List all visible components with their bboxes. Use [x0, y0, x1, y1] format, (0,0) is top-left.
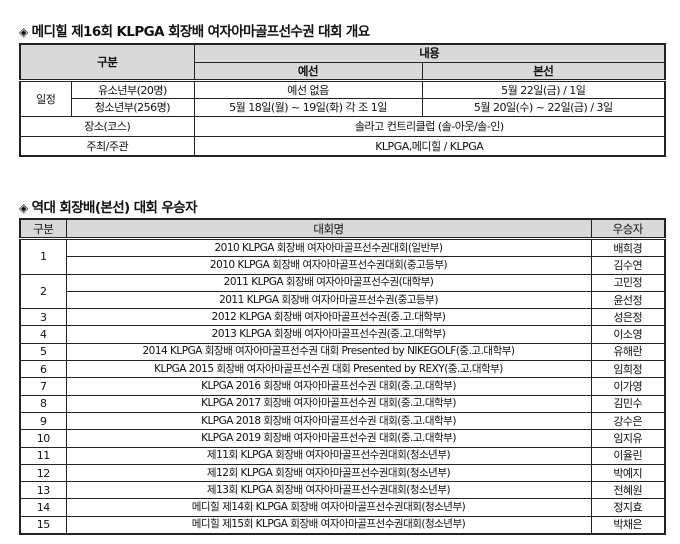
row-number: 1	[19, 238, 67, 275]
prelim-value: 5월 18일(월) ~ 19일(화) 각 조 1일	[193, 97, 423, 117]
row-number: 12	[19, 463, 67, 483]
winner-name: 김민수	[590, 394, 666, 413]
table-row: 2011 KLPGA 회장배 여자아마골프선수권(중고등부) 윤선정	[20, 290, 666, 310]
header-prelim: 예선	[193, 61, 423, 82]
row-number: 15	[19, 515, 67, 535]
division-label: 유소년부(20명)	[70, 79, 195, 99]
row-number: 2	[19, 273, 67, 310]
tournament-name: 메디힐 제15회 KLPGA 회장배 여자아마골프선수권대회(청소년부)	[65, 515, 592, 535]
header-winner: 우승자	[590, 218, 666, 240]
tournament-name: KLPGA 2019 회장배 여자아마골프선수권 대회(중.고.대학부)	[65, 429, 592, 448]
winner-name: 성은정	[590, 308, 666, 327]
winner-name: 박채은	[590, 515, 666, 535]
table-row: 1 2010 KLPGA 회장배 여자아마골프선수권대회(일반부) 배희경	[19, 237, 666, 275]
diamond-icon: ◈	[19, 201, 28, 215]
header-final: 본선	[421, 61, 666, 82]
row-number: 11	[19, 446, 67, 465]
overview-title: ◈ 메디힐 제16회 KLPGA 회장배 여자아마골프선수권 대회 개요	[19, 24, 370, 40]
row-number: 13	[19, 481, 67, 500]
tournament-name: 2012 KLPGA 회장배 여자아마골프선수권(중.고.대학부)	[65, 308, 592, 327]
final-value: 5월 20일(수) ~ 22일(금) / 3일	[421, 97, 666, 117]
table-row: 14 메디힐 제14회 KLPGA 회장배 여자아마골프선수권대회(청소년부) 정지…	[19, 498, 666, 517]
row-number: 6	[19, 360, 67, 379]
table-row: 12 제12회 KLPGA 회장배 여자아마골프선수권대회(청소년부) 박예지	[19, 463, 666, 483]
header-content: 내용	[193, 43, 666, 63]
row-number: 4	[19, 325, 67, 344]
tournament-name: 제11회 KLPGA 회장배 여자아마골프선수권대회(청소년부)	[65, 446, 592, 465]
winner-name: 박예지	[590, 463, 666, 483]
winner-name: 배희경	[590, 237, 666, 258]
host-label: 주최/주관	[19, 135, 195, 157]
prelim-value: 예선 없음	[193, 79, 423, 99]
row-number: 8	[19, 394, 67, 413]
table-row: 8 KLPGA 2017 회장배 여자아마골프선수권 대회(중.고.대학부) 김민수	[19, 394, 666, 413]
tournament-name: 메디힐 제14회 KLPGA 회장배 여자아마골프선수권대회(청소년부)	[65, 498, 592, 517]
host-value: KLPGA,메디힐 / KLPGA	[193, 135, 666, 157]
tournament-name: 제13회 KLPGA 회장배 여자아마골프선수권대회(청소년부)	[65, 481, 592, 500]
tournament-name: 2013 KLPGA 회장배 여자아마골프선수권(중.고.대학부)	[65, 325, 592, 344]
tournament-name: 2011 KLPGA 회장배 여자아마골프선수권(중고등부)	[65, 290, 592, 310]
winner-name: 정지효	[590, 498, 666, 517]
winners-table: 구분 대회명 우승자 1 2010 KLPGA 회장배 여자아마골프선수권대회(일…	[19, 218, 666, 536]
row-number: 10	[19, 429, 67, 448]
venue-label: 장소(코스)	[19, 115, 195, 137]
tournament-name: 2010 KLPGA 회장배 여자아마골프선수권대회(일반부)	[65, 237, 592, 258]
winner-name: 전혜원	[590, 481, 666, 500]
table-row: 7 KLPGA 2016 회장배 여자아마골프선수권 대회(중.고.대학부) 이가영	[19, 377, 666, 396]
table-row: 3 2012 KLPGA 회장배 여자아마골프선수권(중.고.대학부) 성은정	[19, 308, 666, 327]
tournament-name: KLPGA 2017 회장배 여자아마골프선수권 대회(중.고.대학부)	[65, 394, 592, 413]
table-row: 5 2014 KLPGA 회장배 여자아마골프선수권 대회 Presented b…	[19, 342, 666, 362]
winner-name: 김수연	[590, 256, 666, 275]
winners-title: ◈ 역대 회장배(본선) 대회 우승자	[19, 200, 198, 216]
table-row: 9 KLPGA 2018 회장배 여자아마골프선수권 대회(중.고.대학부) 강수은	[19, 411, 666, 431]
row-number: 7	[19, 377, 67, 396]
winner-name: 이소영	[590, 325, 666, 344]
table-row: 10 KLPGA 2019 회장배 여자아마골프선수권 대회(중.고.대학부) 임지…	[19, 429, 666, 448]
venue-value: 솔라고 컨트리클럽 (솔-아웃/솔-인)	[193, 115, 666, 137]
winner-name: 고민정	[590, 273, 666, 292]
winner-name: 유해란	[590, 342, 666, 362]
tournament-name: KLPGA 2016 회장배 여자아마골프선수권 대회(중.고.대학부)	[65, 377, 592, 396]
schedule-label: 일정	[19, 79, 72, 117]
header-name: 대회명	[65, 218, 592, 240]
tournament-name: KLPGA 2018 회장배 여자아마골프선수권 대회(중.고.대학부)	[65, 411, 592, 431]
winner-name: 윤선정	[590, 290, 666, 310]
tournament-name: 2010 KLPGA 회장배 여자아마골프선수권대회(중고등부)	[65, 256, 592, 275]
winner-name: 임지유	[590, 429, 666, 448]
diamond-icon: ◈	[19, 25, 28, 39]
tournament-name: 2011 KLPGA 회장배 여자아마골프선수권(대학부)	[65, 273, 592, 292]
tournament-name: KLPGA 2015 회장배 여자아마골프선수권 대회 Presented by…	[65, 360, 592, 379]
table-row: 2010 KLPGA 회장배 여자아마골프선수권대회(중고등부) 김수연	[20, 256, 666, 275]
table-row: 6 KLPGA 2015 회장배 여자아마골프선수권 대회 Presented b…	[19, 360, 666, 379]
division-label: 청소년부(256명)	[70, 97, 195, 117]
table-row: 15 메디힐 제15회 KLPGA 회장배 여자아마골프선수권대회(청소년부) 박채…	[19, 515, 666, 535]
table-row: 2 2011 KLPGA 회장배 여자아마골프선수권(대학부) 고민정	[19, 273, 666, 310]
winner-name: 임희정	[590, 360, 666, 379]
row-number: 14	[19, 498, 67, 517]
tournament-name: 2014 KLPGA 회장배 여자아마골프선수권 대회 Presented by…	[65, 342, 592, 362]
winner-name: 강수은	[590, 411, 666, 431]
header-no: 구분	[19, 218, 67, 240]
tournament-name: 제12회 KLPGA 회장배 여자아마골프선수권대회(청소년부)	[65, 463, 592, 483]
winner-name: 이율린	[590, 446, 666, 465]
header-category: 구분	[19, 43, 195, 82]
winner-name: 이가영	[590, 377, 666, 396]
table-row: 13 제13회 KLPGA 회장배 여자아마골프선수권대회(청소년부) 전혜원	[19, 481, 666, 500]
table-row: 11 제11회 KLPGA 회장배 여자아마골프선수권대회(청소년부) 이율린	[19, 446, 666, 465]
row-number: 5	[19, 342, 67, 362]
table-row: 4 2013 KLPGA 회장배 여자아마골프선수권(중.고.대학부) 이소영	[19, 325, 666, 344]
row-number: 9	[19, 411, 67, 431]
final-value: 5월 22일(금) / 1일	[421, 79, 666, 99]
overview-table: 구분 내용 예선 본선 일정 유소년부(20명) 예선 없음 5월 22일(금)…	[19, 43, 667, 157]
row-number: 3	[19, 308, 67, 327]
